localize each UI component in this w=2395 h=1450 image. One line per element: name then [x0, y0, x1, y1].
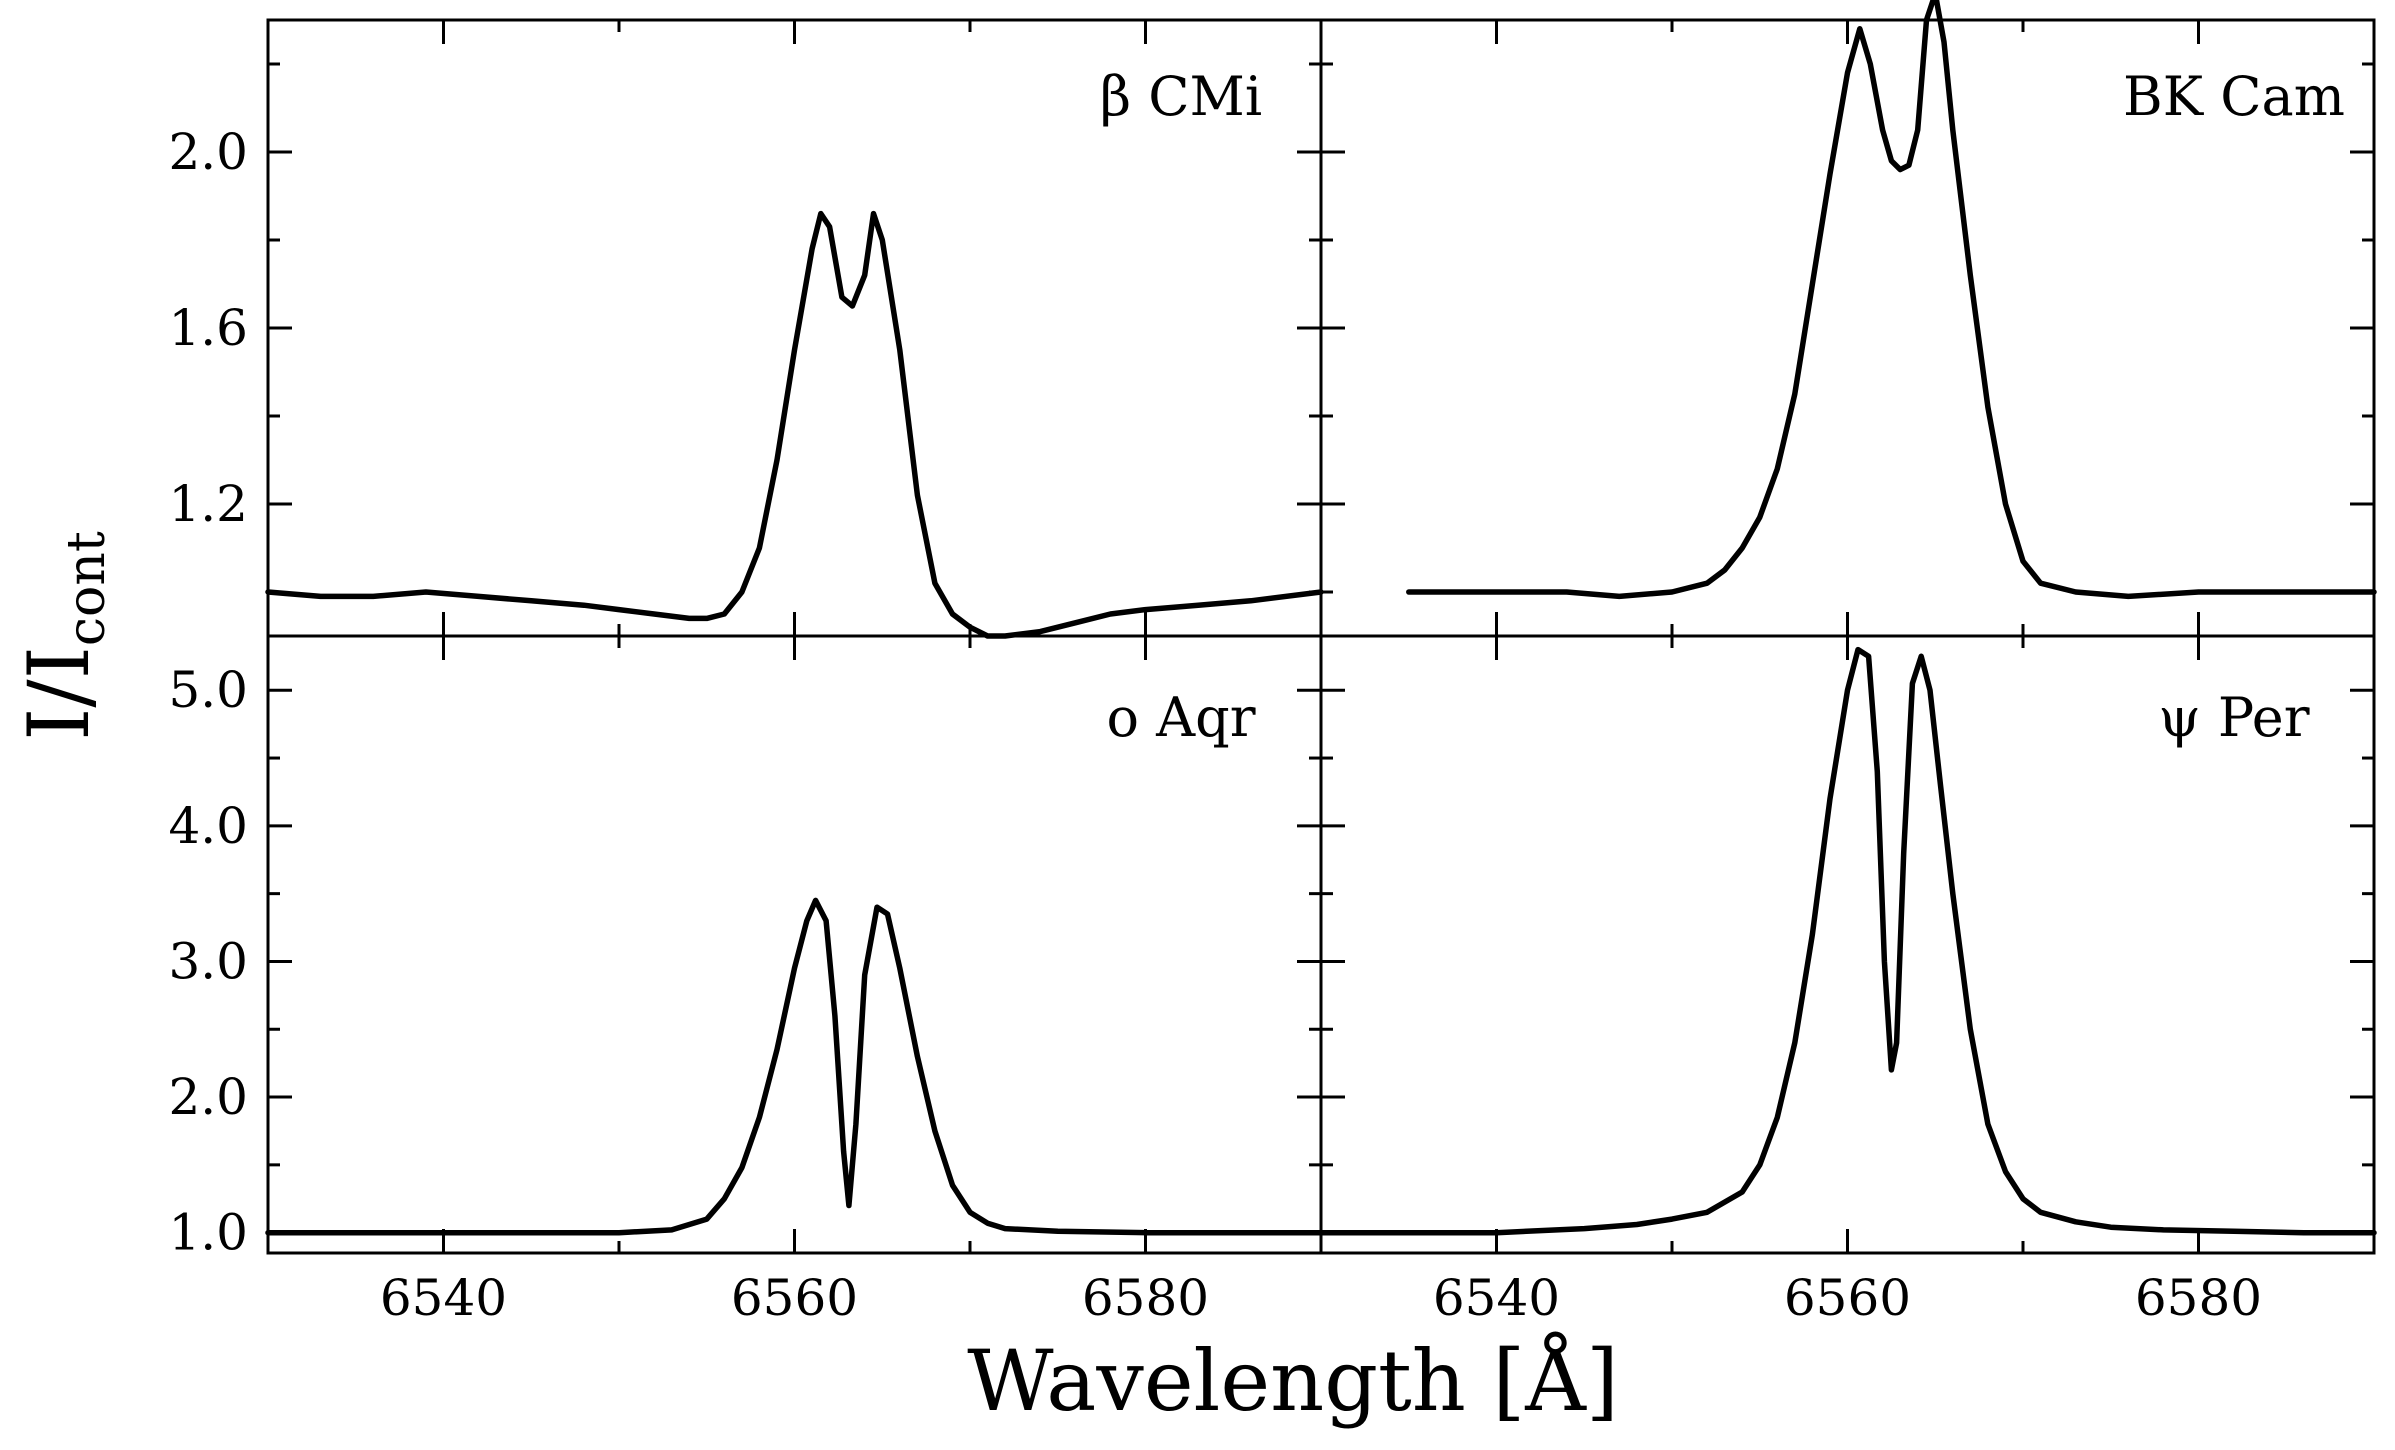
x-tick-label: 6560 [1784, 1269, 1911, 1327]
panel-frames [266, 18, 2376, 1255]
tick-marks [268, 20, 2374, 1253]
x-tick-label: 6540 [380, 1269, 507, 1327]
x-tick-label: 6580 [2135, 1269, 2262, 1327]
y-axis-title-subscript: cont [57, 531, 117, 646]
y-tick-label: 3.0 [168, 932, 248, 990]
y-tick-label: 1.6 [168, 299, 248, 357]
panel-label-beta-cmi: β CMi [1100, 65, 1262, 128]
panel-labels: β CMi BK Cam o Aqr ψ Per [1100, 65, 2345, 749]
y-tick-label: 1.0 [168, 1204, 248, 1262]
spectrum-line-bk-cam [1406, 0, 2377, 600]
x-tick-label: 6540 [1433, 1269, 1560, 1327]
panel-label-bk-cam: BK Cam [2123, 65, 2345, 128]
panel-label-o-aqr: o Aqr [1106, 686, 1255, 749]
y-axis-title-main: I/I [10, 646, 108, 741]
y-tick-label: 2.0 [168, 1068, 248, 1126]
spectrum-line-psi-per [1318, 646, 2377, 1236]
spectrum-line-o-aqr [265, 897, 1324, 1236]
y-tick-label: 1.2 [168, 475, 248, 533]
tick-labels: 1.2 1.6 2.0 1.0 2.0 3.0 4.0 5.0 6540 6560 6580 6540… [168, 123, 2262, 1327]
y-tick-label: 5.0 [168, 661, 248, 719]
y-tick-label: 4.0 [168, 797, 248, 855]
svg-text:I/Icont: I/Icont [10, 531, 117, 741]
spectra [265, 0, 2377, 1236]
x-axis-title: Wavelength [Å] [967, 1331, 1619, 1430]
x-tick-label: 6580 [1082, 1269, 1209, 1327]
y-tick-label: 2.0 [168, 123, 248, 181]
x-tick-label: 6560 [731, 1269, 858, 1327]
panel-label-psi-per: ψ Per [2158, 686, 2309, 749]
spectrum-line-beta-cmi [265, 210, 1324, 639]
y-axis-title: I/Icont [10, 531, 117, 741]
